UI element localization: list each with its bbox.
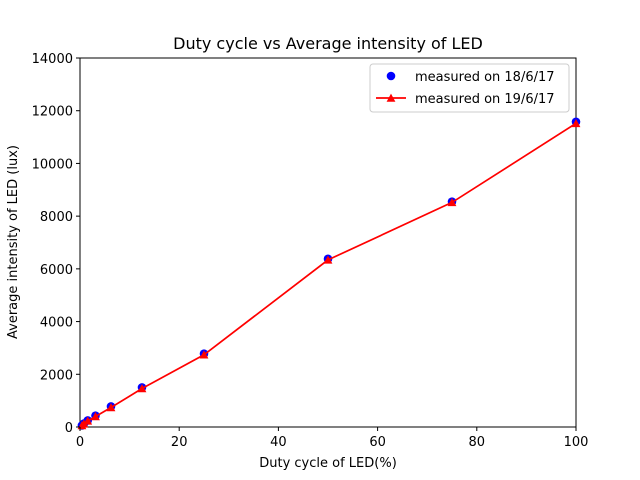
series-2-point [79, 419, 89, 428]
x-axis: 0 20 40 60 80 100 [76, 427, 589, 450]
series-2-point [137, 384, 147, 393]
y-tick-label: 14000 [32, 52, 73, 67]
y-tick-label: 4000 [40, 316, 73, 331]
series-2-point [91, 412, 100, 421]
series-2-point [447, 198, 457, 207]
legend-marker-series-2 [386, 93, 396, 102]
x-tick-label: 100 [564, 435, 589, 450]
legend-box [369, 63, 570, 113]
x-axis-label: Duty cycle of LED(%) [259, 456, 397, 471]
axes-frame [79, 57, 577, 428]
x-tick-label: 20 [171, 435, 188, 450]
y-tick-label: 10000 [32, 157, 73, 172]
series-2-point [571, 118, 581, 128]
series-2-point [83, 416, 93, 425]
series-2-point [199, 350, 209, 359]
x-tick-label: 40 [270, 435, 287, 450]
legend-marker-series-1 [386, 71, 396, 81]
y-tick-label: 2000 [40, 368, 73, 383]
series-2-point [106, 403, 116, 412]
y-tick-label: 6000 [40, 263, 73, 278]
plot-area [77, 57, 581, 430]
series-2-point [323, 255, 333, 264]
legend-label-series-2: measured on 19/6/17 [415, 92, 555, 107]
y-tick-label: 0 [65, 421, 73, 436]
x-tick-label: 60 [369, 435, 386, 450]
y-axis: 0 2000 4000 6000 8000 10000 12000 14000 [32, 52, 80, 436]
x-tick-label: 0 [76, 435, 84, 450]
chart-title: Duty cycle vs Average intensity of LED [173, 34, 483, 53]
y-tick-label: 12000 [32, 105, 73, 120]
y-tick-label: 8000 [40, 210, 73, 225]
x-tick-label: 80 [469, 435, 486, 450]
legend-label-series-1: measured on 18/6/17 [415, 70, 555, 85]
legend: measured on 18/6/17 measured on 19/6/17 [369, 63, 570, 113]
series-2-line [81, 122, 577, 427]
y-axis-label: Average intensity of LED (lux) [6, 145, 21, 339]
